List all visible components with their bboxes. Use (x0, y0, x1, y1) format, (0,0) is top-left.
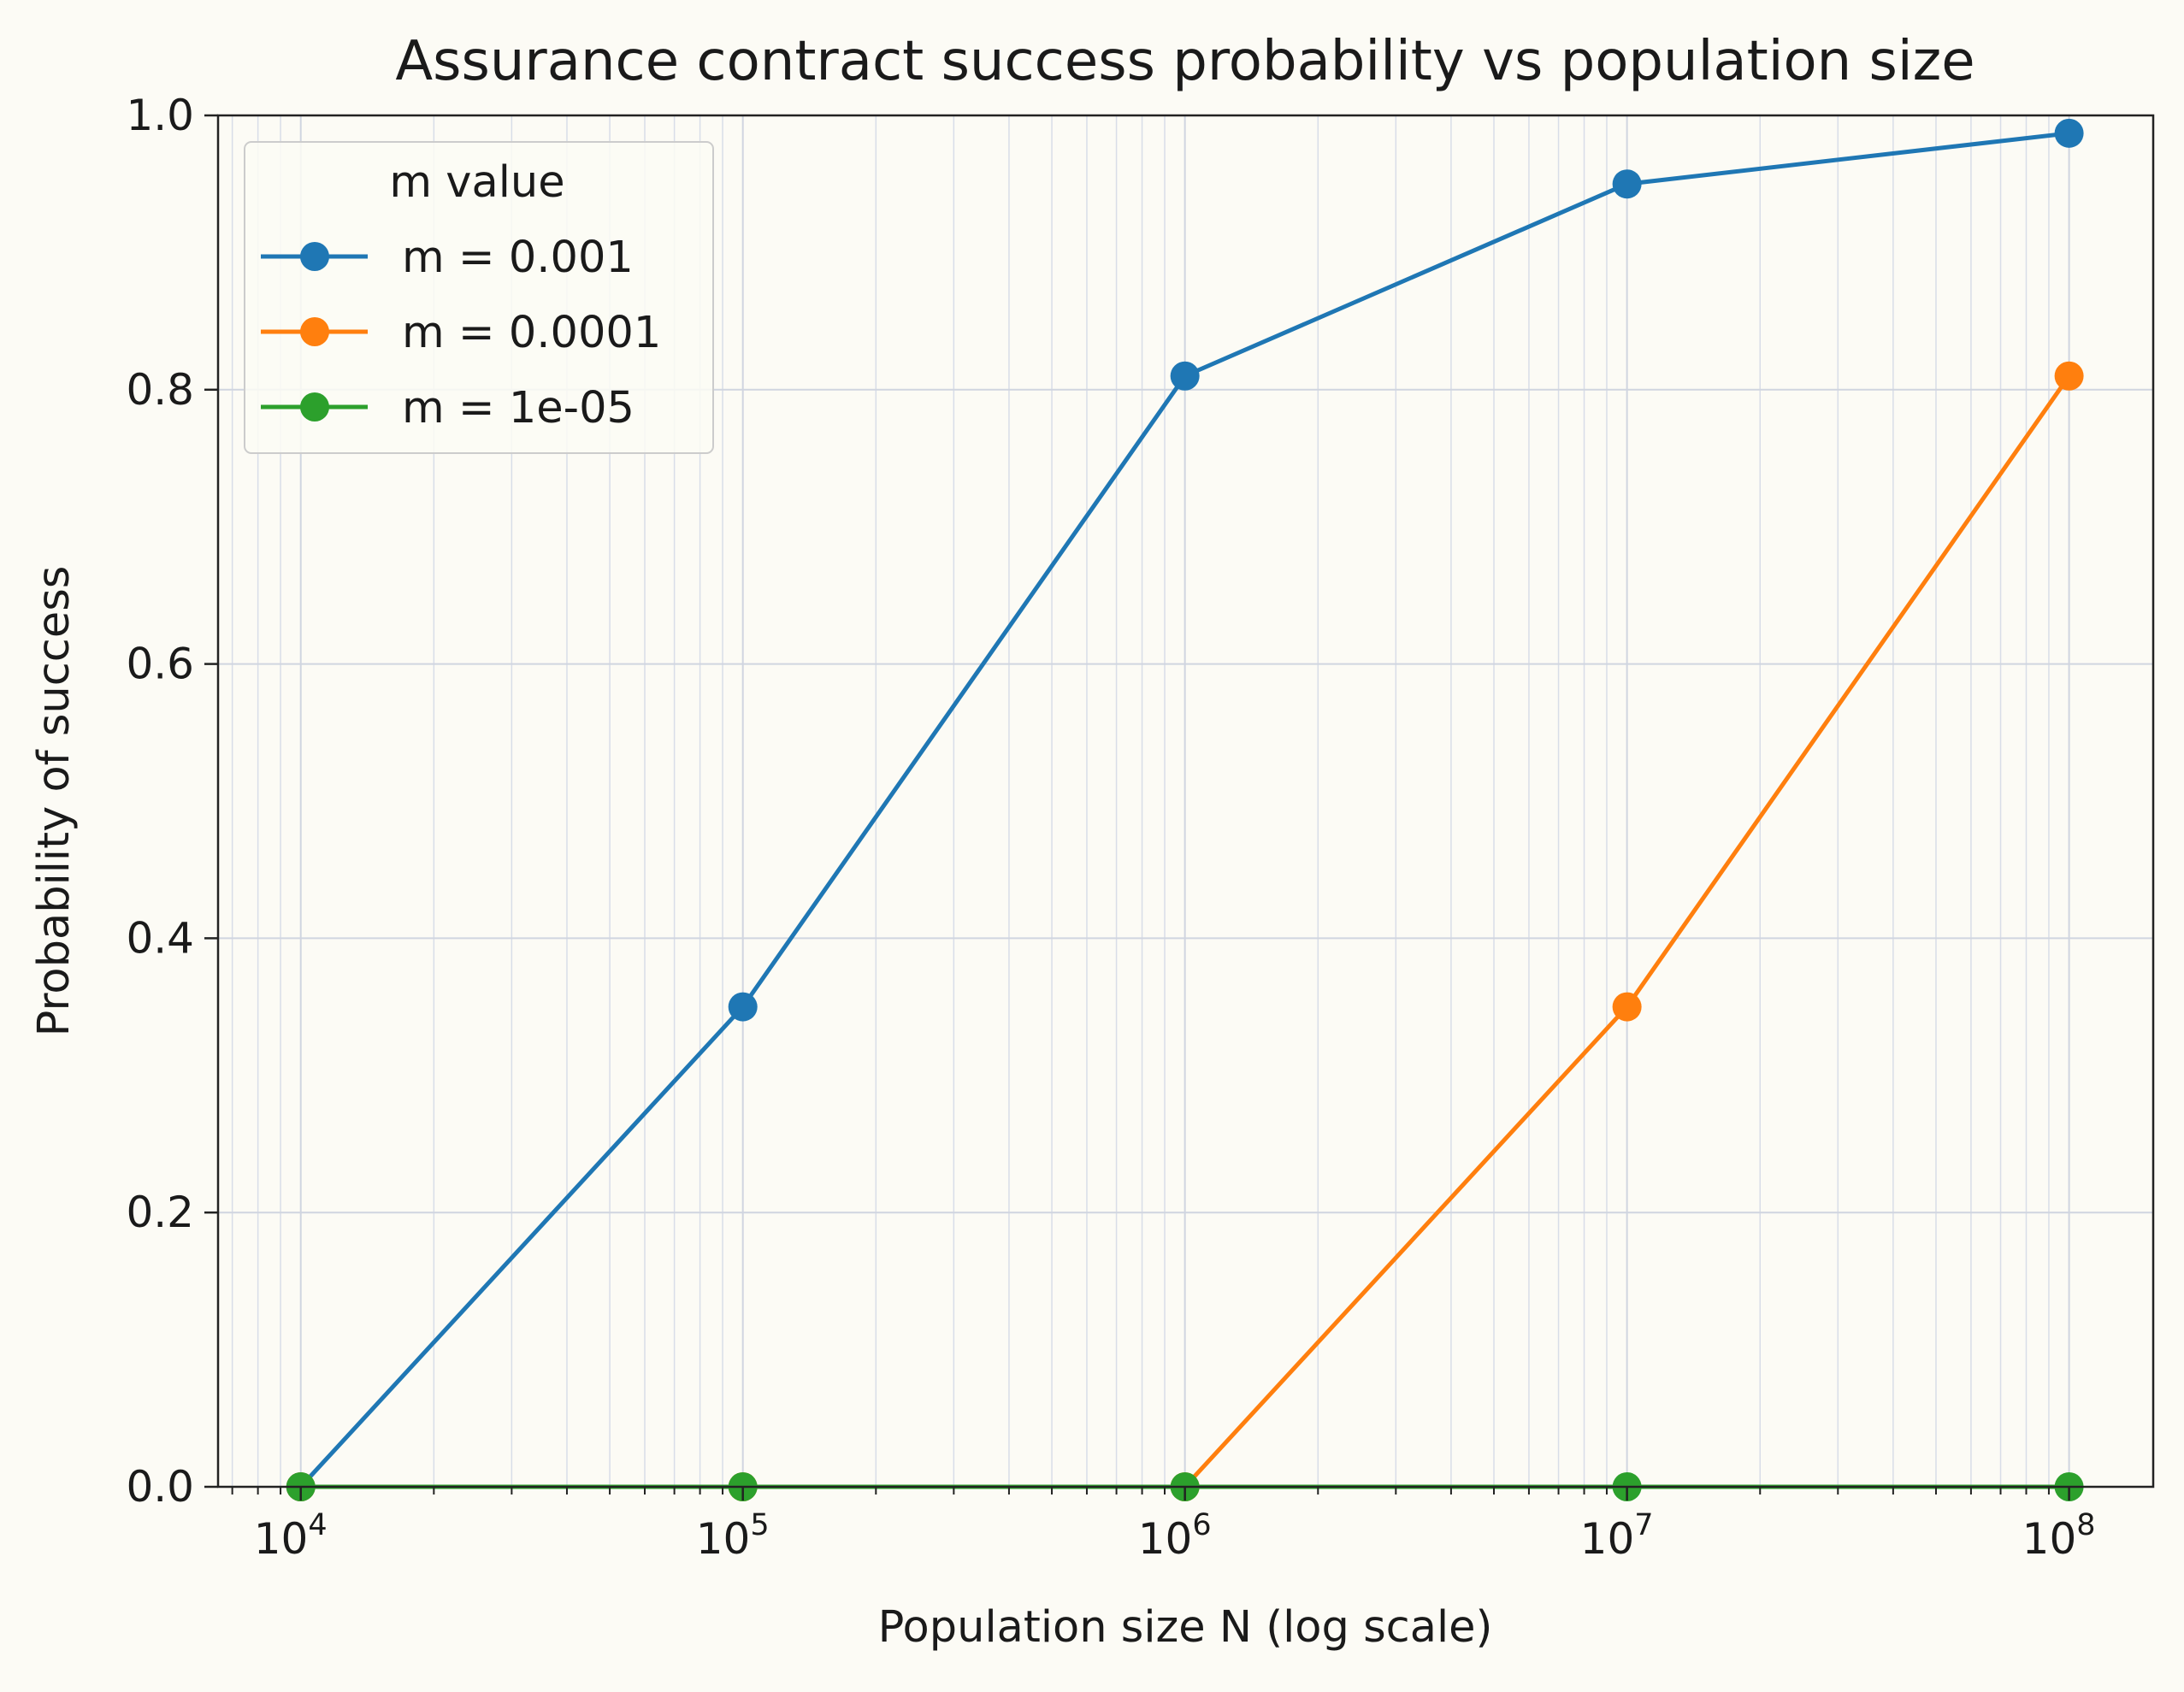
y-tick-label: 0.8 (126, 365, 194, 415)
legend-marker (300, 392, 329, 422)
axis-ticks: 104 105 106 107 108 0.0 0.2 0.4 0.6 0.8 1.0 (126, 91, 2095, 1564)
legend-marker (300, 317, 329, 346)
y-tick-label: 0.2 (126, 1188, 194, 1237)
legend-entry: m = 0.001 (261, 233, 634, 283)
y-tick-label: 1.0 (126, 91, 194, 140)
y-tick-label: 0.4 (126, 913, 194, 963)
data-point (2054, 118, 2084, 148)
x-axis-label: Population size N (log scale) (878, 1602, 1493, 1653)
x-tick-label: 104 (254, 1508, 328, 1564)
legend-title: m value (389, 157, 564, 208)
legend-label: m = 0.0001 (402, 308, 661, 358)
legend-entry: m = 1e-05 (261, 383, 635, 433)
data-point (728, 992, 758, 1022)
chart-title: Assurance contract success probability v… (395, 30, 1974, 93)
data-point (1612, 992, 1642, 1022)
legend-label: m = 1e-05 (402, 383, 635, 433)
data-point (1612, 169, 1642, 199)
legend: m value m = 0.001 m = 0.0001 m = 1e-05 (244, 141, 714, 454)
y-tick-label: 0.6 (126, 640, 194, 689)
series-1 (286, 118, 2084, 1501)
legend-marker (300, 242, 329, 271)
legend-entry: m = 0.0001 (261, 308, 661, 358)
legend-label: m = 0.001 (402, 233, 634, 283)
x-tick-label: 108 (2022, 1508, 2096, 1564)
x-tick-label: 107 (1580, 1508, 1654, 1564)
data-point (1170, 361, 1200, 391)
y-axis-label: Probability of success (29, 566, 80, 1037)
x-tick-label: 105 (696, 1508, 770, 1564)
y-tick-label: 0.0 (126, 1462, 194, 1512)
data-point (2054, 361, 2084, 391)
x-tick-label: 106 (1138, 1508, 1212, 1564)
legend-box (244, 141, 714, 454)
